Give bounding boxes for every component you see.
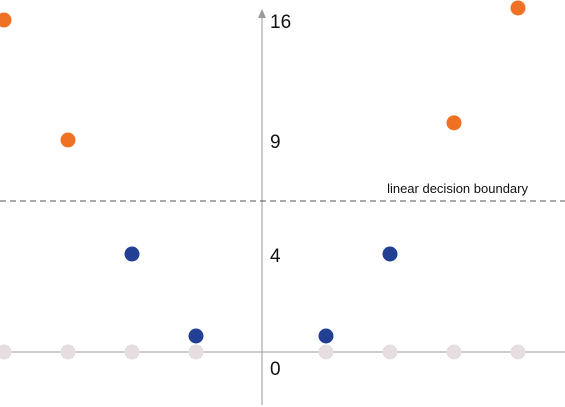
projected-point [446, 344, 462, 360]
y-tick-label: 0 [270, 359, 281, 380]
data-point [188, 328, 204, 344]
decision-boundary-label: linear decision boundary [387, 181, 528, 196]
y-tick-label: 4 [270, 246, 281, 267]
projected-point [0, 344, 12, 360]
data-points [0, 0, 526, 344]
y-axis-arrowhead [258, 9, 266, 18]
y-tick-labels: 16 9 4 0 [270, 12, 291, 380]
data-point [60, 132, 76, 148]
projected-point [188, 344, 204, 360]
projected-point [60, 344, 76, 360]
data-point [318, 328, 334, 344]
projected-point [382, 344, 398, 360]
axes [0, 9, 565, 405]
data-point [510, 0, 526, 16]
projected-point [124, 344, 140, 360]
y-tick-label: 9 [270, 132, 281, 153]
projected-point [510, 344, 526, 360]
decision-boundary: linear decision boundary [0, 181, 565, 202]
y-tick-label: 16 [270, 12, 291, 33]
data-point [446, 115, 462, 131]
projected-points [0, 344, 526, 360]
projected-point [318, 344, 334, 360]
data-point [124, 246, 140, 262]
data-point [382, 246, 398, 262]
data-point [0, 12, 12, 28]
